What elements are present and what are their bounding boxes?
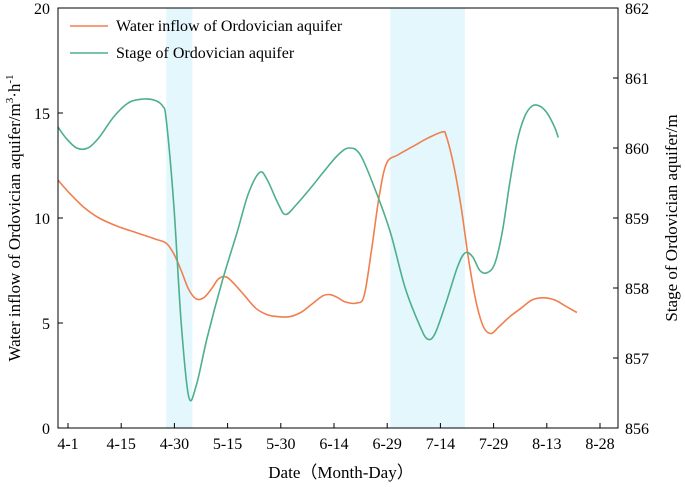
legend-label-stage: Stage of Ordovician aquifer — [116, 45, 295, 62]
x-axis-title: Date（Month-Day） — [268, 463, 413, 482]
x-tick-label: 8-13 — [532, 436, 561, 453]
x-tick-labels: 4-1 4-15 4-30 5-15 5-30 6-14 6-29 7-14 7-29 8-13 8… — [57, 436, 614, 453]
x-tick-label: 7-14 — [426, 436, 455, 453]
y-left-axis-title: Water inflow of Ordovician aquifer/m3·h-… — [4, 74, 24, 361]
x-tick-label: 5-15 — [213, 436, 242, 453]
series-line-water-inflow — [57, 130, 578, 335]
x-tick-label: 7-29 — [479, 436, 508, 453]
legend: Water inflow of Ordovician aquifer Stage… — [70, 18, 343, 62]
x-tick-label: 4-1 — [57, 436, 78, 453]
y-right-tick-label: 859 — [625, 211, 649, 228]
y-left-tick-label: 0 — [42, 421, 50, 438]
shaded-region-0 — [166, 8, 193, 428]
axis-ticks — [58, 7, 618, 429]
y-right-tick-label: 858 — [625, 281, 649, 298]
shaded-regions — [166, 8, 465, 428]
y-left-tick-label: 15 — [34, 106, 50, 123]
series-lines — [57, 98, 578, 402]
x-tick-label: 6-14 — [319, 436, 348, 453]
y-left-tick-labels: 0 5 10 15 20 — [34, 1, 50, 438]
shaded-region-1 — [390, 8, 465, 428]
y-left-tick-label: 20 — [34, 1, 50, 18]
x-tick-label: 4-30 — [160, 436, 189, 453]
y-left-tick-label: 5 — [42, 316, 50, 333]
x-tick-label: 5-30 — [266, 436, 295, 453]
y-right-axis-title: Stage of Ordovician aquifer/m — [662, 114, 681, 321]
y-right-tick-label: 856 — [625, 421, 649, 438]
y-right-tick-labels: 856 857 858 859 860 861 862 — [625, 1, 649, 438]
y-right-tick-label: 860 — [625, 141, 649, 158]
y-left-tick-label: 10 — [34, 211, 50, 228]
y-right-tick-label: 857 — [625, 351, 649, 368]
x-tick-label: 8-28 — [585, 436, 614, 453]
y-right-tick-label: 861 — [625, 71, 649, 88]
x-tick-label: 4-15 — [107, 436, 136, 453]
y-right-tick-label: 862 — [625, 1, 649, 18]
x-tick-label: 6-29 — [373, 436, 402, 453]
legend-label-water-inflow: Water inflow of Ordovician aquifer — [116, 18, 343, 35]
plot-frame — [57, 7, 619, 429]
series-line-stage — [57, 98, 560, 402]
